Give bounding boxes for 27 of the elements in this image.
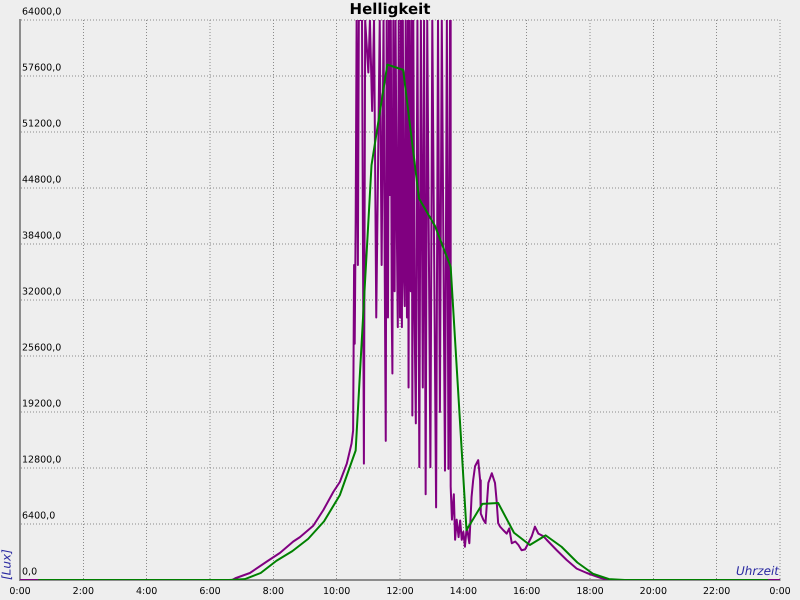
x-tick-label: 18:00	[576, 586, 604, 598]
x-tick-label: 0:00	[9, 586, 31, 598]
x-tick-label: 8:00	[262, 586, 284, 598]
y-tick-label: 19200,0	[22, 398, 62, 410]
x-tick-label: 16:00	[512, 586, 540, 598]
x-tick-label: 6:00	[199, 586, 221, 598]
x-tick-label: 0:00	[769, 586, 791, 598]
chart-title: Helligkeit	[350, 0, 430, 18]
y-tick-label: 0,0	[22, 566, 38, 578]
y-tick-label: 44800,0	[22, 174, 62, 186]
x-axis-title: Uhrzeit	[736, 564, 780, 578]
y-tick-label: 6400,0	[22, 510, 56, 522]
x-tick-label: 20:00	[640, 586, 668, 598]
x-tick-label: 10:00	[322, 586, 350, 598]
y-tick-label: 57600,0	[22, 62, 62, 74]
x-tick-label: 12:00	[386, 586, 414, 598]
x-tick-label: 14:00	[450, 586, 478, 598]
y-tick-label: 32000,0	[22, 286, 62, 298]
y-tick-label: 12800,0	[22, 454, 62, 466]
y-tick-label: 25600,0	[22, 342, 62, 354]
y-axis-title: [Lux]	[0, 548, 14, 580]
x-tick-label: 22:00	[702, 586, 730, 598]
y-tick-label: 38400,0	[22, 230, 62, 242]
y-tick-label: 51200,0	[22, 118, 62, 130]
x-tick-label: 4:00	[136, 586, 158, 598]
y-tick-label: 64000,0	[22, 6, 62, 18]
x-tick-label: 2:00	[72, 586, 94, 598]
